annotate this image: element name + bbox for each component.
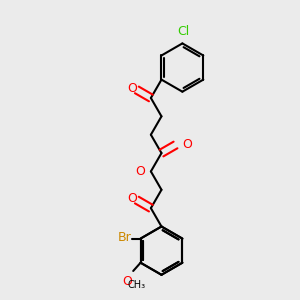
Text: O: O	[122, 274, 132, 287]
Text: Br: Br	[117, 232, 131, 244]
Text: O: O	[128, 82, 137, 95]
Text: O: O	[128, 192, 137, 205]
Text: O: O	[136, 165, 146, 178]
Text: O: O	[182, 139, 192, 152]
Text: CH₃: CH₃	[127, 280, 145, 290]
Text: Cl: Cl	[178, 25, 190, 38]
